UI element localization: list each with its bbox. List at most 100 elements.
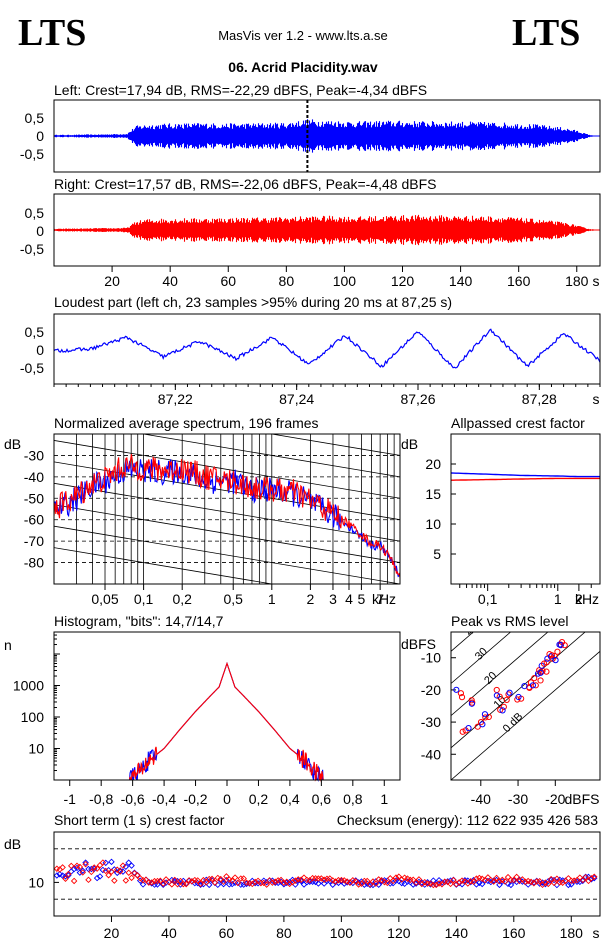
xtick-label: 0,2: [172, 591, 192, 607]
xtick-label: 0,1: [478, 591, 498, 607]
peakrms-point: [506, 689, 513, 696]
crest-point: [289, 878, 296, 886]
crest-point: [363, 877, 371, 885]
xtick-label: 0: [223, 791, 231, 807]
diagonal-label: 40: [464, 621, 481, 638]
peakrms-point: [465, 724, 472, 732]
xtick-label: 40: [162, 273, 178, 289]
peakrms-xaxis: -40 -30 -20 dBFS: [471, 780, 600, 807]
crest-point: [128, 874, 135, 882]
crest-point: [79, 869, 86, 876]
xtick-label: 120: [387, 925, 411, 941]
peakrms-point: [549, 655, 556, 662]
peakrms-point: [482, 714, 489, 721]
crest-point: [418, 879, 426, 886]
xtick-label: 180: [565, 273, 589, 289]
ytick-label: -60: [24, 512, 44, 528]
shortcrest-plot: [53, 848, 600, 900]
peakrms-point: [453, 686, 460, 693]
xtick-label: 160: [507, 273, 531, 289]
crest-point: [565, 881, 572, 889]
xtick-label: 0,5: [223, 591, 243, 607]
left-title: Left: Crest=17,94 dB, RMS=-22,29 dBFS, P…: [54, 82, 427, 98]
crest-point: [76, 863, 84, 871]
ytick-label: -50: [24, 490, 44, 506]
xtick-unit: dBFS: [564, 791, 599, 807]
ytick-label: 100: [21, 709, 45, 725]
crest-point: [197, 881, 204, 889]
allpass-frame: [450, 433, 601, 585]
peakrms-point: [458, 694, 466, 701]
crest-point: [65, 870, 72, 878]
xtick-label: 87,28: [522, 391, 557, 407]
crest-point: [547, 875, 555, 883]
left-frame: [53, 99, 601, 173]
histogram-xaxis: -1 -0,8 -0,6 -0,4 -0,2 0 0,2 0,4 0,6 0,8 1: [64, 780, 388, 807]
ytick-label: 10: [28, 874, 44, 890]
xtick-label: 60: [220, 273, 236, 289]
crest-point: [56, 870, 63, 878]
peakrms-point: [503, 696, 510, 703]
xtick-label: 160: [502, 925, 526, 941]
xtick-label: 140: [449, 273, 473, 289]
crest-point: [536, 877, 543, 885]
xtick-label: 40: [161, 925, 177, 941]
histogram-ylabel: n: [4, 637, 12, 653]
crest-point: [99, 859, 107, 866]
spectrum-frame: [53, 433, 401, 585]
crest-point: [404, 875, 411, 882]
xtick-label: 0,8: [343, 791, 363, 807]
right-ytick: 0,5: [25, 205, 45, 221]
right-xaxis: 20 40 60 80 100 120 140 160 180 s: [104, 266, 600, 289]
peakrms-point: [468, 700, 475, 707]
spectrum-inner: [54, 312, 400, 584]
slope-line: [269, 434, 400, 456]
crest-point: [251, 878, 259, 886]
crest-point: [335, 876, 342, 884]
xtick-label: -0,2: [183, 791, 207, 807]
crest-point: [513, 873, 520, 881]
crest-point: [272, 878, 279, 885]
peakrms-point: [500, 703, 507, 710]
crest-point: [432, 881, 440, 889]
crest-point: [62, 875, 69, 882]
crest-point: [111, 877, 118, 884]
crest-point: [461, 878, 469, 885]
xtick-unit: s: [593, 273, 600, 289]
right-yticks: 0,5 0 -0,5: [20, 205, 44, 257]
crest-point: [220, 878, 227, 886]
crest-point: [292, 877, 299, 884]
crest-point: [320, 876, 328, 883]
peakrms-point: [537, 677, 544, 684]
xtick-unit: s: [593, 925, 600, 941]
crest-point: [194, 877, 201, 884]
crest-point: [53, 872, 61, 879]
slope-line: [54, 312, 400, 370]
crest-point: [392, 874, 400, 881]
crest-point: [369, 878, 377, 885]
crest-diagonal: [451, 650, 600, 780]
crest-point: [389, 877, 397, 885]
xtick-unit: kHz: [372, 591, 396, 607]
crest-point: [159, 880, 167, 887]
peakrms-point: [493, 692, 500, 699]
crest-point: [355, 881, 362, 888]
ytick-label: -20: [421, 682, 441, 698]
xtick-label: 0,6: [312, 791, 332, 807]
crest-point: [88, 868, 95, 876]
crest-point: [254, 879, 262, 887]
slope-line: [54, 547, 275, 584]
right-waveform: [53, 214, 601, 246]
peakrms-point: [543, 659, 550, 666]
ytick-label: 10: [28, 741, 44, 757]
xtick-label: 60: [219, 925, 235, 941]
crest-point: [122, 877, 130, 884]
histogram-yticks: 1000 100 10: [13, 631, 60, 781]
peakrms-point: [499, 707, 506, 714]
xtick-label: 3: [329, 591, 337, 607]
slope-line: [54, 482, 400, 542]
crest-diagonal: [451, 632, 549, 717]
allpass-right-trace: [451, 477, 600, 481]
